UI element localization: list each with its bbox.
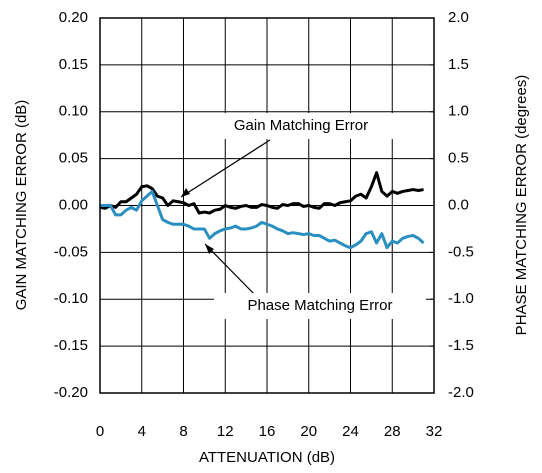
y-tick-label: 0.15 (59, 56, 88, 73)
y2-tick-label: -0.5 (448, 243, 474, 260)
y2-tick-label: 0.5 (448, 150, 469, 167)
annotation-arrow (204, 243, 256, 296)
y2-tick-label: 2.0 (448, 9, 469, 26)
x-tick-label: 32 (426, 423, 443, 440)
x-tick-label: 24 (342, 423, 359, 440)
series-line (100, 189, 425, 250)
x-tick-label: 28 (384, 423, 401, 440)
x-tick-label: 0 (96, 423, 104, 440)
arrowhead (181, 188, 190, 197)
y-tick-label: 0.00 (59, 196, 88, 213)
y-tick-label: 0.05 (59, 150, 88, 167)
series-line (99, 171, 424, 215)
x-tick-label: 12 (217, 423, 234, 440)
y2-tick-label: 1.0 (448, 103, 469, 120)
x-axis-label: ATTENUATION (dB) (199, 449, 335, 466)
y2-tick-label: 0.0 (448, 196, 469, 213)
arrowhead (205, 244, 214, 254)
y-tick-label: -0.10 (54, 290, 88, 307)
annotation-box (214, 293, 426, 319)
annotation-arrow (180, 139, 271, 198)
x-tick-label: 8 (179, 423, 187, 440)
y2-axis-label: PHASE MATCHING ERROR (degrees) (513, 75, 530, 336)
lines (99, 171, 425, 250)
y-tick-label: 0.20 (59, 9, 88, 26)
annotation: Gain Matching Error (234, 117, 368, 134)
y2-tick-label: 1.5 (448, 56, 469, 73)
y2-tick-label: -2.0 (448, 384, 474, 401)
y2-tick-label: -1.0 (448, 290, 474, 307)
y-axis-label: GAIN MATCHING ERROR (dB) (13, 100, 30, 311)
y-tick-label: -0.15 (54, 337, 88, 354)
annotation: Phase Matching Error (247, 297, 392, 314)
x-tick-label: 16 (259, 423, 276, 440)
y-tick-label: -0.20 (54, 384, 88, 401)
plot-frame (99, 17, 435, 394)
y-tick-label: 0.10 (59, 103, 88, 120)
y2-tick-label: -1.5 (448, 337, 474, 354)
annotation-box (203, 113, 399, 139)
x-tick-label: 20 (300, 423, 317, 440)
x-tick-label: 4 (138, 423, 146, 440)
y-tick-label: -0.05 (54, 243, 88, 260)
